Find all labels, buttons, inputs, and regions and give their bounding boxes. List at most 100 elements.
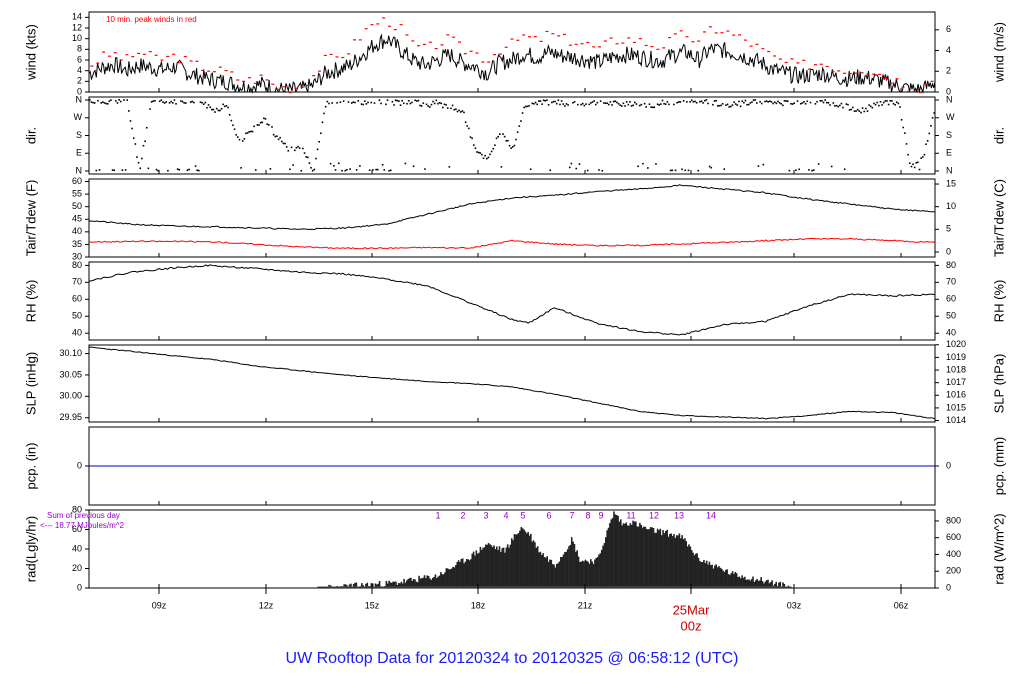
dir-point (121, 169, 124, 172)
x-tick-label-3: 18z (471, 600, 486, 610)
rad-bar (696, 553, 698, 588)
dir-point (442, 106, 444, 109)
rh-ylabel-left: RH (%) (23, 280, 38, 323)
rad-bar (595, 558, 598, 588)
dir-point (705, 99, 708, 101)
wind-annotation: 10 min. peak winds in red (106, 15, 197, 24)
dir-point (684, 169, 687, 172)
pcp-ytick-label-right-0: 0 (946, 460, 951, 470)
rad-bar (673, 534, 675, 588)
dir-point (666, 101, 669, 103)
dir-point (547, 104, 550, 106)
rad-bar (389, 582, 392, 588)
rad-bar (512, 540, 514, 588)
dir-point (308, 162, 311, 164)
rad-bar (476, 553, 479, 588)
dir-point (529, 168, 532, 171)
rad-bar (750, 579, 753, 588)
rad-bar (720, 568, 723, 588)
dir-point (629, 101, 631, 103)
dir-point (769, 100, 771, 102)
dir-ytick-label-left-1: E (76, 148, 82, 158)
dir-point (731, 104, 734, 106)
dir-point (520, 120, 522, 122)
rad-bar (566, 549, 569, 588)
dir-point (716, 105, 719, 107)
rad-bar (643, 526, 645, 588)
dir-point (315, 157, 317, 160)
temp-series-0 (88, 184, 936, 231)
dir-point (555, 102, 558, 105)
rad-bar (629, 523, 632, 588)
dir-point (102, 101, 104, 103)
dir-point (293, 149, 296, 152)
dir-point (285, 146, 288, 148)
dir-point (808, 169, 810, 171)
rad-bar (734, 571, 737, 588)
dir-point (793, 102, 796, 104)
slp-ytick-label-left-3: 30.10 (59, 348, 82, 358)
dir-point (887, 103, 890, 106)
rad-bar (596, 556, 599, 588)
rad-bar (688, 544, 690, 588)
rad-bar (530, 533, 532, 588)
rad-bar (746, 579, 749, 588)
dir-point (879, 101, 882, 103)
dir-point (349, 168, 351, 170)
dir-point (669, 169, 672, 172)
dir-point (710, 166, 713, 169)
rad-bar (351, 587, 354, 588)
wind-ylabel-right: wind (m/s) (991, 22, 1006, 83)
dir-point (583, 104, 586, 107)
dir-point (445, 104, 447, 106)
rad-bar (748, 579, 750, 588)
rad-event-label-5: 6 (546, 510, 551, 520)
dir-point (339, 101, 342, 104)
rad-bar (463, 563, 465, 588)
dir-point (157, 169, 159, 172)
dir-point (928, 132, 931, 135)
x-date-label: 25Mar (673, 602, 711, 617)
dir-point (518, 125, 521, 127)
rad-bar (565, 551, 568, 588)
dir-point (692, 101, 695, 103)
dir-point (689, 101, 691, 103)
dir-point (420, 105, 423, 107)
dir-point (871, 106, 874, 109)
dir-point (507, 139, 509, 142)
temp-ytick-label-left-3: 45 (72, 214, 82, 224)
dir-point (505, 140, 508, 142)
dir-point (289, 168, 291, 171)
dir-point (136, 156, 138, 158)
rad-bar (737, 577, 739, 588)
dir-point (876, 101, 879, 104)
dir-point (593, 100, 595, 102)
dir-point (474, 147, 477, 149)
dir-point (577, 103, 579, 106)
dir-point (853, 110, 856, 112)
rad-ylabel-right: rad (W/m^2) (991, 513, 1006, 584)
dir-point (791, 103, 794, 105)
rad-ytick-label-right-2: 400 (946, 549, 961, 559)
dir-point (782, 104, 784, 107)
rad-ytick-label-left-4: 80 (72, 504, 82, 514)
dir-point (241, 140, 244, 142)
rad-bar (457, 560, 460, 588)
dir-point (795, 169, 797, 172)
dir-point (235, 134, 238, 136)
dir-point (337, 162, 340, 165)
dir-point (619, 104, 621, 107)
rad-bar (534, 542, 536, 588)
rad-bar (724, 569, 727, 588)
dir-point (313, 168, 316, 171)
dir-point (866, 110, 869, 112)
dir-point (798, 168, 800, 171)
dir-point (386, 99, 389, 101)
dir-point (918, 168, 921, 171)
dir-point (144, 140, 146, 143)
dir-point (850, 108, 852, 111)
rad-bar (693, 555, 696, 588)
rh-ytick-label-right-3: 70 (946, 277, 956, 287)
rad-bar (542, 553, 544, 588)
dir-point (541, 103, 543, 105)
